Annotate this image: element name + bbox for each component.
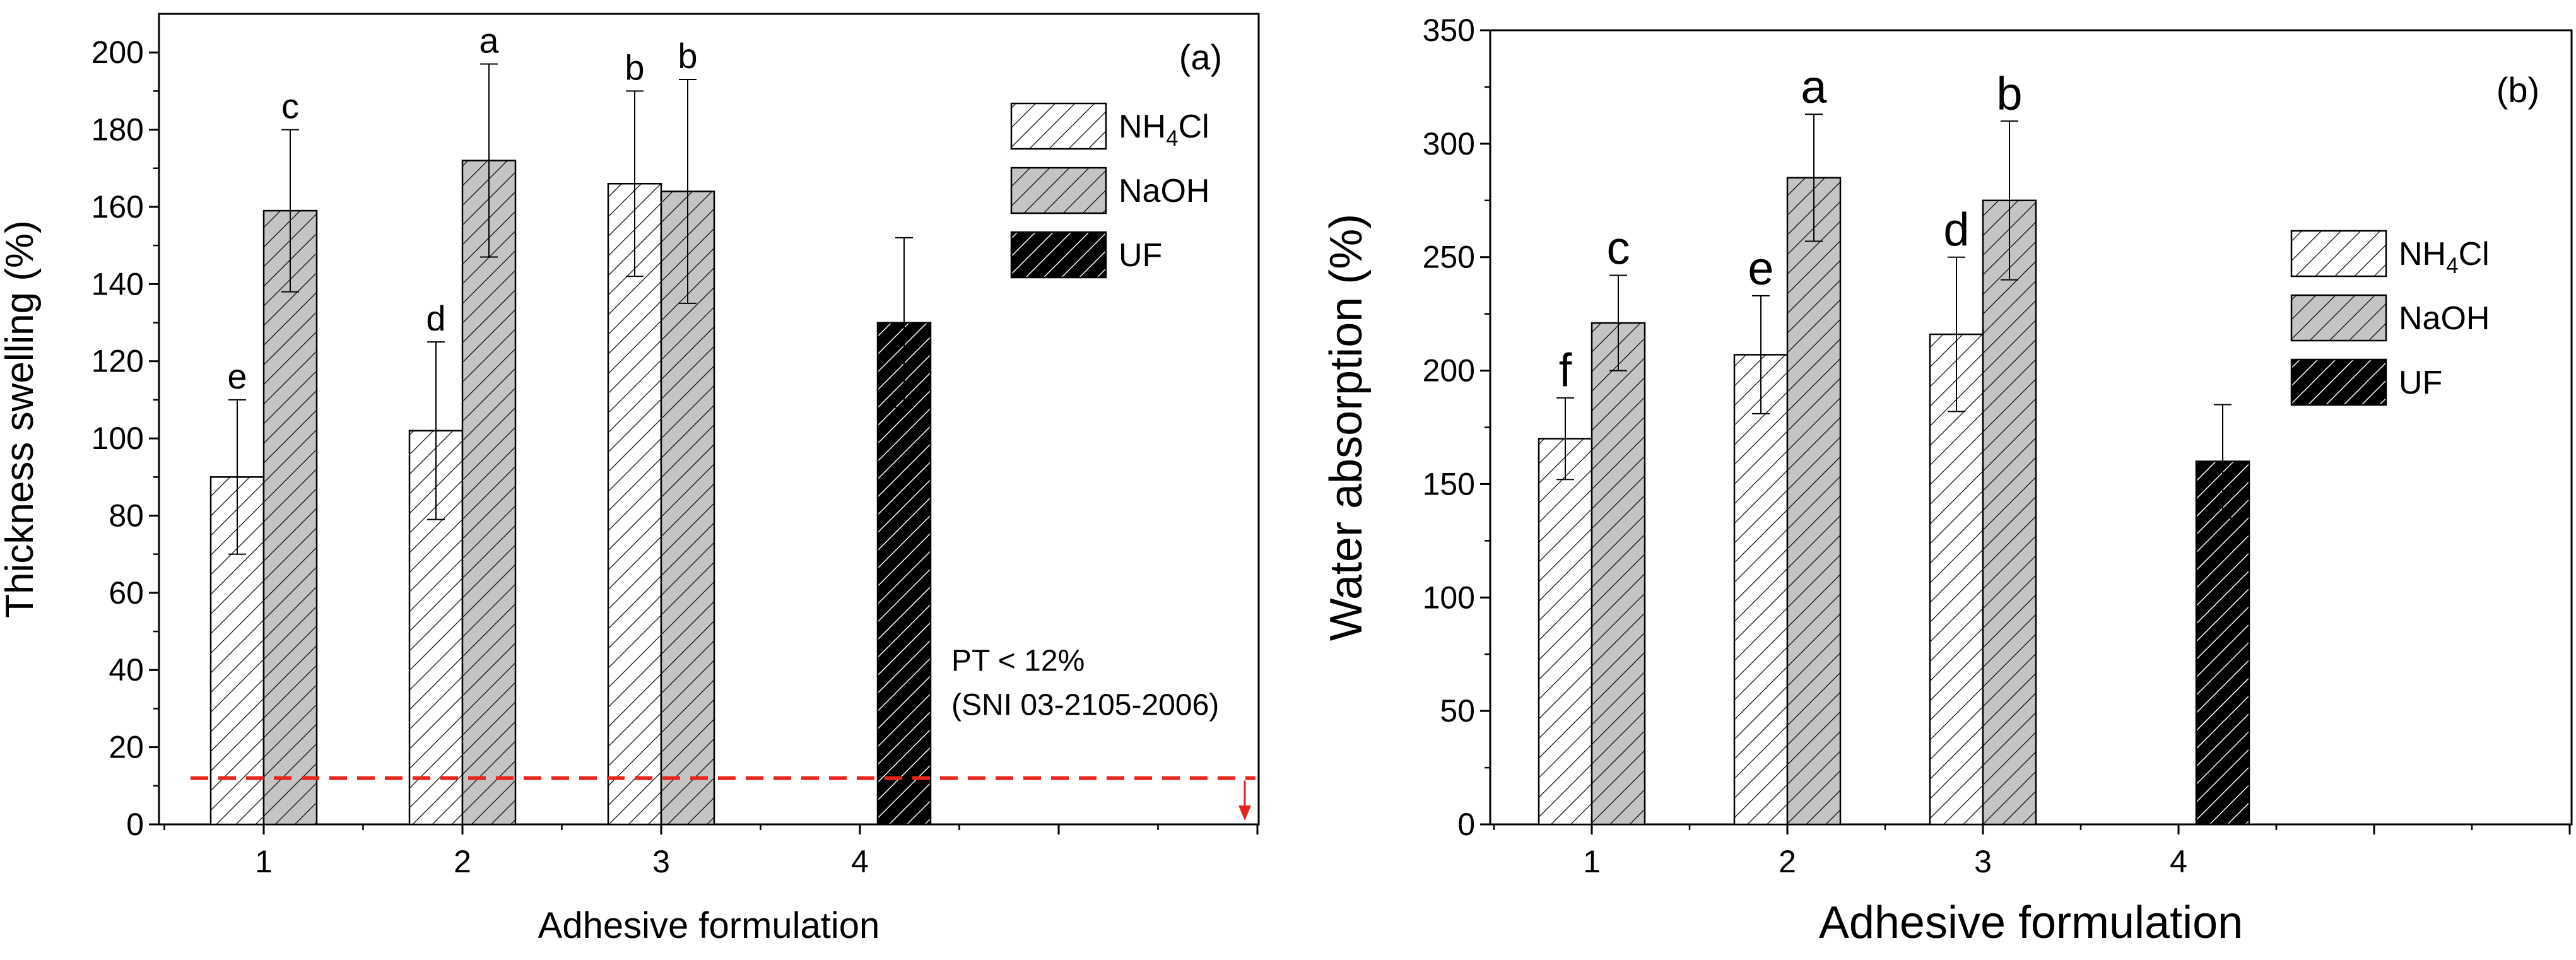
- significance-letter: b: [678, 36, 697, 76]
- reference-arrow-head: [1238, 805, 1251, 821]
- figure: 0204060801001201401601802001 2 3 4Adhesive …: [0, 0, 2576, 960]
- bar-nh4cl-1: [1539, 438, 1592, 824]
- chart-panel-b: 0 50 100 150 200 250 300 350 1 2 3 4 Adhesive formul…: [1321, 13, 2572, 948]
- y-tick-label: 200: [1423, 353, 1475, 389]
- significance-letter: b: [1996, 67, 2022, 120]
- y-tick-label: 250: [1423, 240, 1475, 275]
- legend-swatch-naoh: [1011, 168, 1106, 213]
- bar-nh4cl-3: [608, 184, 661, 824]
- y-tick-label: 100: [1423, 580, 1475, 615]
- x-tick-label: 2: [454, 844, 471, 879]
- x-tick-label: 1: [255, 844, 273, 879]
- bar-naoh-2: [1787, 178, 1840, 824]
- bar-nh4cl-2: [1734, 354, 1787, 824]
- legend-swatch-nh4cl: [2291, 231, 2386, 276]
- x-axis-title: Adhesive formulation: [1819, 898, 2243, 948]
- y-tick-label: 300: [1423, 126, 1475, 161]
- x-axis-title: Adhesive formulation: [538, 905, 880, 946]
- y-tick-label: 60: [109, 575, 144, 611]
- y-tick-label: 20: [109, 730, 144, 765]
- y-tick-label: 120: [91, 344, 144, 379]
- y-axis-title: Water absorption (%): [1321, 214, 1372, 641]
- significance-letter: c: [1607, 221, 1630, 274]
- significance-letter: b: [625, 47, 644, 87]
- significance-letter: e: [227, 356, 247, 396]
- y-tick-label: 50: [1440, 693, 1475, 729]
- legend-label-nh4cl: NH4Cl: [1119, 108, 1209, 151]
- y-tick-label: 150: [1423, 466, 1475, 501]
- significance-letter: d: [1943, 204, 1969, 256]
- y-tick-label: 0: [126, 807, 144, 842]
- y-tick-label: 100: [91, 421, 144, 456]
- significance-letter: e: [1748, 242, 1773, 295]
- legend-label-naoh: NaOH: [2399, 300, 2490, 337]
- y-tick-label: 160: [91, 189, 144, 225]
- legend-label-uf: UF: [1119, 237, 1162, 274]
- legend-swatch-uf: [1011, 232, 1106, 278]
- legend-swatch-uf: [2291, 360, 2386, 405]
- bar-naoh-1: [1592, 323, 1645, 824]
- x-tick-label: 4: [851, 844, 869, 879]
- significance-letter: d: [426, 298, 445, 338]
- significance-letter: c: [281, 86, 299, 126]
- y-tick-label: 180: [91, 112, 144, 148]
- legend-label-uf: UF: [2399, 365, 2442, 401]
- legend-swatch-naoh: [2291, 295, 2386, 341]
- y-tick-label: 200: [91, 35, 144, 70]
- panel-label: (a): [1179, 37, 1222, 77]
- legend-swatch-nh4cl: [1011, 103, 1106, 149]
- bar-naoh-1: [264, 211, 317, 824]
- y-axis-title: Thickness swelling (%): [0, 220, 42, 618]
- chart-panel-a: 0 20 40 60 80 100 120 140 160 180 200 1 2 3 4 Adhesive …: [0, 14, 1259, 946]
- x-tick-label: 2: [1779, 844, 1796, 879]
- y-tick-label: 80: [109, 498, 144, 533]
- reference-label-line2: (SNI 03-2105-2006): [951, 688, 1219, 722]
- y-tick-label: 140: [91, 266, 144, 301]
- bar-naoh-3: [1983, 201, 2036, 824]
- significance-letter: a: [479, 21, 499, 61]
- x-tick-label: 1: [1583, 844, 1601, 879]
- bar-naoh-2: [462, 161, 515, 824]
- panel-label: (b): [2497, 70, 2539, 110]
- reference-label-line1: PT < 12%: [951, 644, 1085, 677]
- y-tick-label: 350: [1423, 13, 1475, 48]
- legend-label-naoh: NaOH: [1119, 173, 1209, 209]
- x-tick-label: 3: [652, 844, 670, 879]
- x-tick-label: 4: [2170, 844, 2187, 879]
- y-tick-label: 0: [1457, 807, 1475, 842]
- significance-letter: f: [1559, 344, 1572, 397]
- y-tick-label: 40: [109, 652, 144, 688]
- legend-label-nh4cl: NH4Cl: [2399, 236, 2490, 278]
- x-tick-label: 3: [1974, 844, 1992, 879]
- significance-letter: a: [1801, 61, 1827, 113]
